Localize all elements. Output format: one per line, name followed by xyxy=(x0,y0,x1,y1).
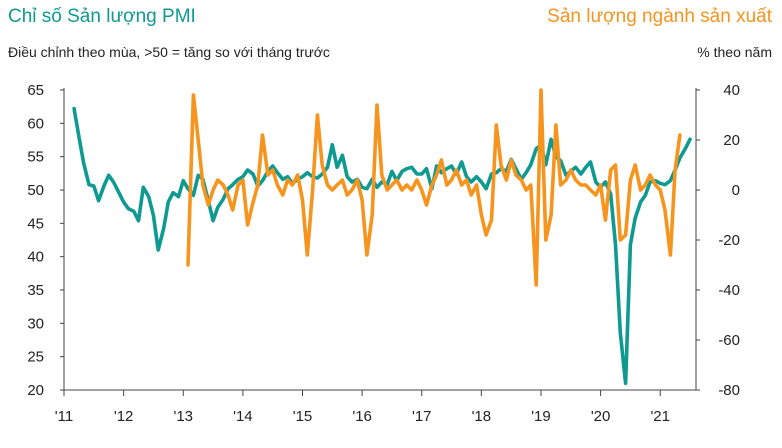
x-tick-label: '17 xyxy=(412,408,432,425)
left-y-tick-label: 30 xyxy=(27,315,44,332)
left-y-tick-label: 60 xyxy=(27,115,44,132)
x-tick-label: '16 xyxy=(352,408,372,425)
x-tick-label: '21 xyxy=(650,408,670,425)
right-y-tick-label: -80 xyxy=(718,382,740,399)
left-y-tick-label: 40 xyxy=(27,249,44,266)
right-y-tick-label: -40 xyxy=(718,282,740,299)
x-tick-label: '20 xyxy=(591,408,611,425)
axes xyxy=(60,88,700,396)
left-chart-title: Chỉ số Sản lượng PMI xyxy=(8,6,196,27)
x-tick-label: '18 xyxy=(472,408,492,425)
series-lines xyxy=(72,88,692,386)
x-tick-label: '13 xyxy=(173,408,193,425)
left-chart-subtitle: Điều chỉnh theo mùa, >50 = tăng so với t… xyxy=(8,44,330,60)
x-tick-label: '15 xyxy=(293,408,313,425)
x-tick-label: '12 xyxy=(114,408,134,425)
x-tick-label: '11 xyxy=(55,408,73,425)
left-y-tick-label: 55 xyxy=(27,149,44,166)
right-y-tick-label: 0 xyxy=(732,182,740,199)
right-y-tick-label: -20 xyxy=(718,232,740,249)
right-y-tick-label: 20 xyxy=(723,132,740,149)
series-line-production xyxy=(186,88,682,287)
series-line-pmi xyxy=(72,106,692,386)
left-y-tick-label: 20 xyxy=(27,382,44,399)
right-y-tick-label: 40 xyxy=(723,82,740,99)
right-chart-title: Sản lượng ngành sản xuất xyxy=(547,6,772,27)
x-tick-label: '14 xyxy=(233,408,253,425)
left-y-tick-label: 35 xyxy=(27,282,44,299)
x-tick-label: '19 xyxy=(531,408,551,425)
tick-labels: 65 60 55 50 45 40 35 30 25 20 40 20 0 -20 -40 -60 -80 '11… xyxy=(27,82,740,425)
left-y-tick-label: 50 xyxy=(27,182,44,199)
right-y-tick-label: -60 xyxy=(718,332,740,349)
left-y-tick-label: 65 xyxy=(27,82,44,99)
left-y-tick-label: 45 xyxy=(27,215,44,232)
right-chart-subtitle: % theo năm xyxy=(697,44,772,60)
left-y-tick-label: 25 xyxy=(27,349,44,366)
